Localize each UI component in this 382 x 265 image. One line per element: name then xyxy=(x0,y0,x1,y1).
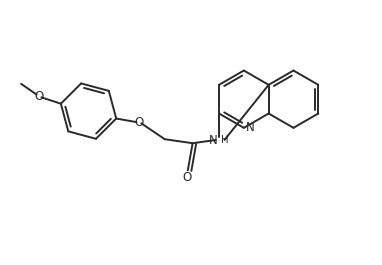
Text: O: O xyxy=(34,90,44,103)
Text: N: N xyxy=(209,134,217,147)
Text: O: O xyxy=(134,116,144,129)
Text: O: O xyxy=(183,171,192,184)
Text: N: N xyxy=(246,121,254,134)
Text: H: H xyxy=(221,135,229,145)
